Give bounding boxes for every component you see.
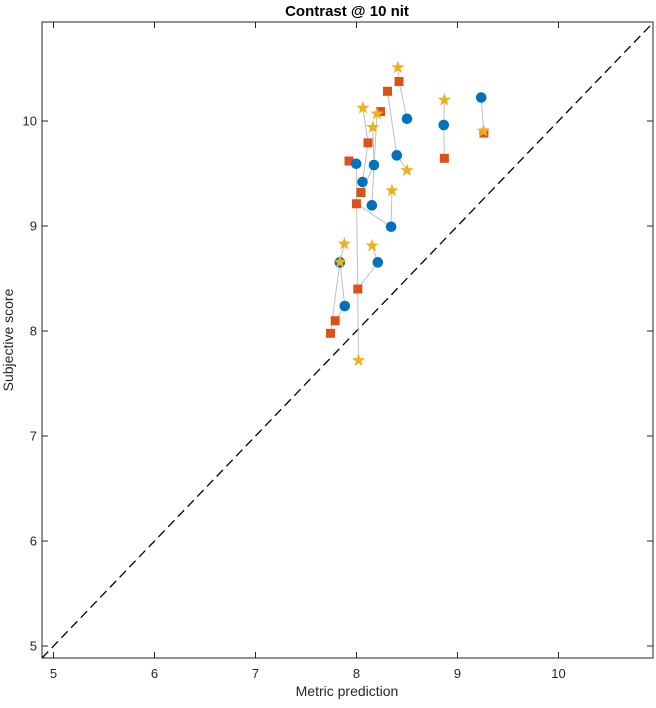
- data-point-star: [400, 163, 414, 177]
- data-point-square: [382, 86, 392, 96]
- data-point-square: [326, 328, 336, 338]
- connector-line: [397, 67, 408, 119]
- data-point-star: [366, 120, 380, 133]
- data-point-star: [437, 93, 452, 106]
- connector-line: [357, 245, 379, 290]
- data-point-square: [356, 188, 366, 198]
- data-point-square: [363, 138, 373, 148]
- y-tick-label: 9: [30, 219, 37, 234]
- y-tick-label: 10: [23, 114, 37, 129]
- axes-box: [41, 21, 654, 659]
- data-point-circle: [357, 176, 368, 188]
- data-point-square: [330, 316, 340, 326]
- data-point-circle: [391, 150, 403, 161]
- y-axis-label: Subjective score: [0, 288, 16, 391]
- x-tick-label: 6: [151, 666, 158, 681]
- data-point-circle: [368, 159, 380, 171]
- identity-line: [41, 22, 654, 659]
- y-tick-label: 6: [30, 534, 37, 549]
- data-point-square: [353, 284, 363, 294]
- data-point-circle: [385, 221, 397, 233]
- data-point-star: [333, 255, 347, 268]
- data-point-circle: [339, 300, 351, 312]
- connector-line: [334, 261, 346, 321]
- x-tick-label: 8: [353, 666, 360, 681]
- data-point-star: [391, 60, 405, 74]
- data-point-star: [356, 101, 370, 114]
- data-point-circle: [366, 200, 378, 211]
- data-point-star: [476, 123, 491, 137]
- data-point-circle: [438, 119, 450, 131]
- data-point-circle: [401, 113, 413, 125]
- data-point-star: [365, 238, 379, 252]
- data-point-star: [370, 106, 384, 120]
- x-tick-label: 5: [50, 666, 57, 681]
- data-point-star: [351, 353, 366, 367]
- x-tick-label: 9: [454, 666, 461, 681]
- data-point-square: [344, 156, 354, 166]
- data-point-square: [394, 77, 404, 87]
- data-point-circle: [350, 158, 362, 170]
- y-tick-label: 8: [30, 324, 37, 339]
- data-point-star: [337, 236, 352, 250]
- data-point-circle: [372, 257, 384, 268]
- x-axis-label: Metric prediction: [296, 683, 399, 699]
- x-tick-label: 7: [252, 666, 259, 681]
- data-point-square: [351, 199, 361, 209]
- data-point-square: [439, 153, 449, 163]
- x-tick-label: 10: [551, 666, 565, 681]
- data-layer: [41, 22, 654, 659]
- data-point-star: [385, 183, 399, 197]
- data-point-circle: [475, 92, 487, 103]
- axes-layer: 5 6 7 8 9 10 5 6 7 8 9 10: [23, 21, 654, 681]
- chart-title: Contrast @ 10 nit: [285, 3, 409, 20]
- y-tick-label: 5: [30, 639, 37, 654]
- y-tick-label: 7: [30, 429, 37, 444]
